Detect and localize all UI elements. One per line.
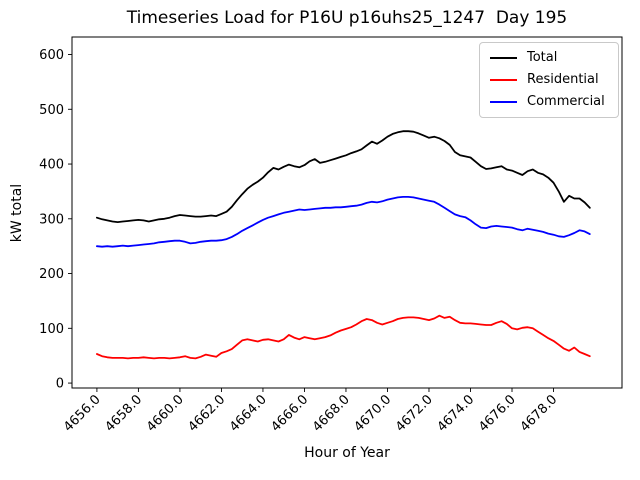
legend-entry-residential: Residential [490, 73, 608, 87]
plot-frame [71, 36, 623, 389]
legend-swatch [490, 57, 517, 59]
chart-title: Timeseries Load for P16U p16uhs25_1247 D… [126, 8, 568, 28]
x-tick-label: 4672.0 [393, 392, 436, 435]
x-tick-label: 4674.0 [435, 392, 478, 435]
legend-entry-commercial: Commercial [490, 95, 608, 109]
y-tick-label: 400 [39, 158, 64, 173]
x-tick-label: 4662.0 [185, 392, 228, 435]
x-tick-label: 4656.0 [61, 392, 104, 435]
x-tick-label: 4666.0 [269, 392, 312, 435]
x-tick-label: 4668.0 [310, 392, 353, 435]
x-tick-label: 4664.0 [227, 392, 270, 435]
x-tick-label: 4658.0 [102, 392, 145, 435]
legend-label: Total [527, 50, 558, 65]
y-tick-label: 500 [39, 103, 64, 118]
legend-entry-total: Total [490, 51, 608, 65]
x-tick-label: 4676.0 [476, 392, 519, 435]
legend: Total Residential Commercial [479, 42, 619, 118]
legend-label: Commercial [527, 94, 605, 109]
x-tick-label: 4678.0 [518, 392, 561, 435]
y-tick-label: 100 [39, 322, 64, 337]
y-tick-label: 300 [39, 212, 64, 227]
y-tick-label: 0 [56, 377, 64, 392]
series-line-total [96, 130, 591, 224]
series-line-commercial [96, 195, 591, 248]
y-tick-label: 600 [39, 48, 64, 63]
x-axis-label: Hour of Year [304, 445, 390, 461]
x-tick-label: 4670.0 [352, 392, 395, 435]
x-tick-label: 4660.0 [144, 392, 187, 435]
y-tick-label: 200 [39, 267, 64, 282]
legend-swatch [490, 101, 517, 103]
legend-label: Residential [527, 72, 599, 87]
series-line-residential [96, 314, 591, 360]
y-axis-label: kW total [9, 183, 25, 243]
legend-swatch [490, 79, 517, 81]
